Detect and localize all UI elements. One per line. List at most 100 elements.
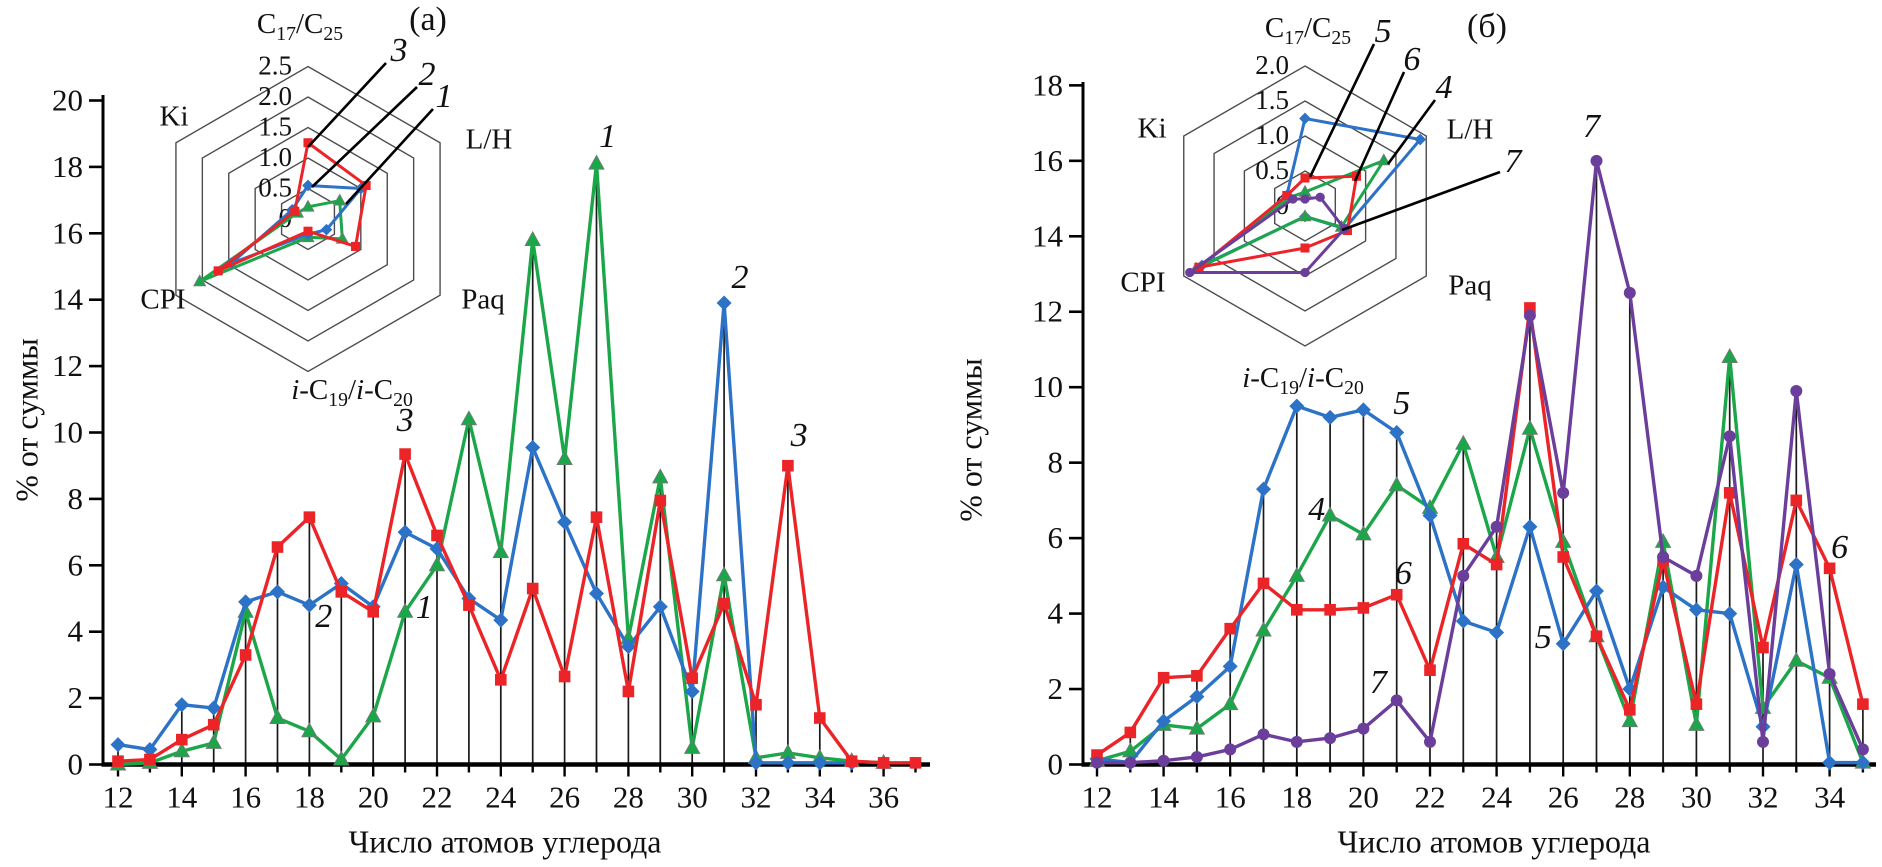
marker-square: [207, 718, 220, 731]
marker-square: [1557, 551, 1569, 563]
marker-circle: [1723, 430, 1736, 443]
marker-circle: [1523, 309, 1536, 322]
marker-circle: [1290, 735, 1303, 748]
marker-square: [622, 685, 635, 698]
series-3: [112, 448, 922, 769]
y-tick-label: 8: [68, 481, 84, 516]
radar-ring: [228, 126, 388, 312]
marker-triangle: [1788, 651, 1805, 667]
radar-ring: [1273, 170, 1337, 242]
y-tick-label: 0: [1048, 747, 1064, 782]
marker-triangle: [301, 722, 318, 738]
marker-diamond: [684, 683, 700, 699]
marker-square: [1424, 664, 1436, 676]
series-5: [1089, 398, 1871, 771]
y-tick-label: 2: [68, 680, 84, 715]
radar-ring: [1213, 100, 1397, 312]
marker-triangle: [1288, 566, 1306, 582]
marker-triangle: [333, 750, 350, 766]
x-tick-label: 26: [1548, 780, 1579, 815]
marker-diamond: [1299, 112, 1311, 125]
marker-diamond: [1414, 133, 1427, 146]
marker-circle: [1557, 486, 1570, 499]
marker-circle: [1257, 728, 1270, 741]
marker-diamond: [1788, 557, 1804, 573]
marker-diamond: [1389, 424, 1405, 440]
marker-diamond: [1156, 713, 1172, 729]
series-7: [1091, 154, 1869, 769]
marker-triangle: [1321, 506, 1339, 522]
marker-square: [335, 586, 348, 598]
marker-diamond: [1722, 606, 1738, 622]
marker-triangle: [460, 410, 478, 426]
marker-diamond: [238, 594, 254, 610]
y-tick-label: 20: [52, 83, 83, 118]
radar-tick-label: 2.0: [258, 81, 292, 111]
x-tick-label: 30: [1681, 780, 1712, 815]
marker-circle: [1390, 694, 1403, 707]
marker-circle: [1190, 750, 1203, 763]
marker-diamond: [1189, 689, 1205, 705]
marker-square: [271, 541, 284, 553]
marker-square: [1091, 749, 1103, 761]
marker-triangle: [1221, 695, 1239, 711]
radar-series-2: [225, 179, 367, 270]
marker-triangle: [556, 450, 573, 466]
marker-triangle: [1377, 153, 1391, 166]
y-tick-label: 6: [68, 547, 84, 582]
radar-tick-label: 2.5: [258, 51, 292, 81]
marker-square: [686, 672, 698, 684]
callout-line-3: [307, 62, 387, 148]
marker-triangle: [588, 154, 605, 170]
marker-circle: [1324, 732, 1337, 745]
marker-circle: [1490, 520, 1503, 533]
marker-square: [1291, 604, 1303, 616]
marker-diamond: [1855, 755, 1871, 771]
marker-diamond: [620, 639, 636, 655]
marker-circle: [1623, 286, 1636, 299]
marker-square: [814, 712, 826, 724]
x-tick-label: 28: [613, 780, 644, 815]
marker-diamond: [652, 599, 668, 615]
marker-square: [176, 733, 188, 746]
x-tick-label: 12: [1082, 780, 1113, 815]
marker-square: [351, 241, 361, 251]
marker-circle: [1457, 569, 1470, 582]
marker-square: [399, 448, 411, 460]
marker-square: [1524, 302, 1536, 314]
marker-circle: [1357, 722, 1370, 735]
y-tick-label: 18: [52, 149, 83, 184]
x-tick-label: 24: [485, 780, 517, 815]
marker-triangle: [683, 738, 701, 754]
marker-triangle: [1188, 719, 1206, 735]
marker-triangle: [715, 566, 733, 582]
marker-square: [1157, 671, 1170, 684]
y-tick-label: 16: [52, 215, 83, 250]
y-tick-label: 6: [1048, 520, 1064, 555]
marker-square: [1257, 577, 1270, 590]
marker-square: [495, 674, 507, 686]
marker-square: [1124, 726, 1137, 739]
marker-diamond: [1355, 402, 1371, 418]
callout-line-6: [1353, 71, 1406, 182]
marker-diamond: [812, 755, 828, 771]
marker-triangle: [333, 193, 347, 206]
marker-circle: [1300, 194, 1310, 204]
marker-triangle: [173, 742, 191, 758]
marker-diamond: [525, 439, 541, 455]
marker-triangle: [1521, 419, 1539, 435]
marker-square: [1324, 604, 1336, 616]
marker-square: [303, 138, 313, 148]
marker-diamond: [1222, 658, 1238, 674]
marker-triangle: [1721, 347, 1738, 364]
marker-triangle: [1298, 209, 1312, 222]
marker-square: [1757, 641, 1769, 654]
marker-diamond: [1289, 398, 1305, 414]
radar-ring: [1183, 65, 1427, 347]
marker-circle: [1300, 267, 1310, 278]
radar-series-5: [1196, 112, 1427, 272]
marker-diamond: [110, 737, 126, 753]
